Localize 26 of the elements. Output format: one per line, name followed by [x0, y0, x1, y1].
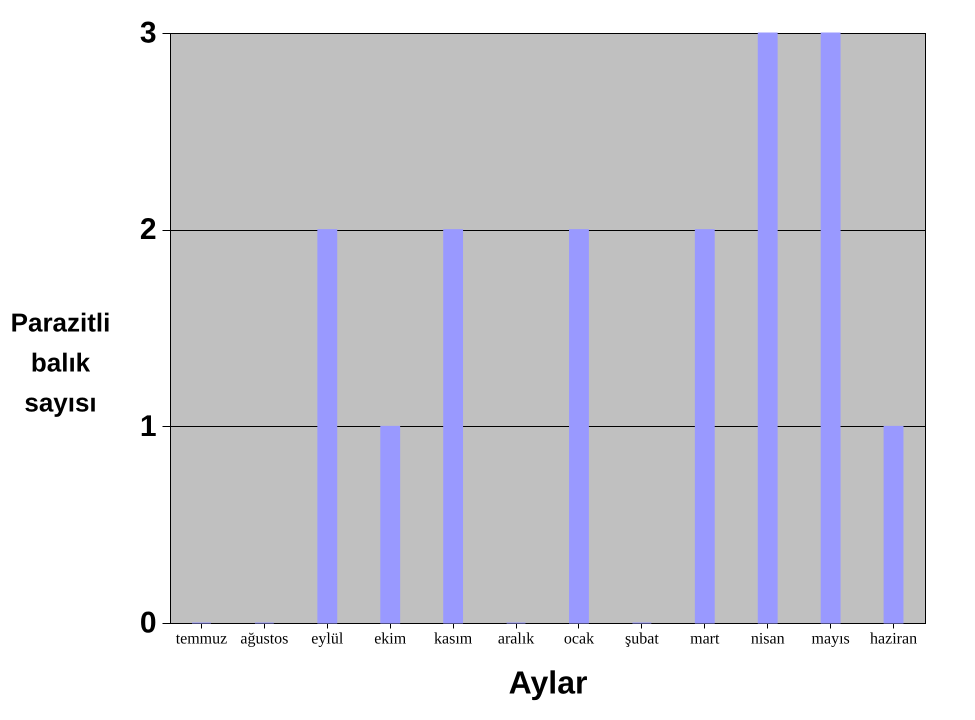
x-tick-label: şubat: [624, 630, 660, 648]
y-tick-label: 0: [140, 606, 156, 640]
x-tick-label: eylül: [311, 630, 344, 648]
y-tick-label: 3: [140, 16, 156, 50]
x-tick-label: temmuz: [176, 630, 228, 648]
bar: [694, 229, 715, 624]
x-tick-label: ağustos: [240, 630, 288, 648]
bar: [884, 426, 904, 624]
x-tick-label: mart: [690, 630, 720, 648]
bar: [380, 426, 400, 624]
bar: [569, 229, 589, 624]
bar: [317, 229, 338, 624]
x-tick-label: ekim: [374, 630, 407, 648]
bar: [758, 32, 778, 624]
x-tick-label: mayıs: [812, 630, 850, 648]
x-tick-label: aralık: [498, 630, 534, 648]
y-tick-label: 2: [140, 213, 156, 246]
y-tick-label: 1: [140, 410, 156, 443]
x-tick-label: nisan: [750, 630, 785, 648]
x-tick-label: ocak: [564, 630, 594, 648]
x-tick-label: haziran: [870, 630, 918, 648]
y-axis-title: Parazitli balık sayısı: [10, 308, 110, 418]
x-tick-label: kasım: [434, 630, 473, 648]
bar: [820, 32, 841, 624]
x-axis-title: Aylar: [508, 664, 588, 700]
bar: [443, 229, 464, 624]
